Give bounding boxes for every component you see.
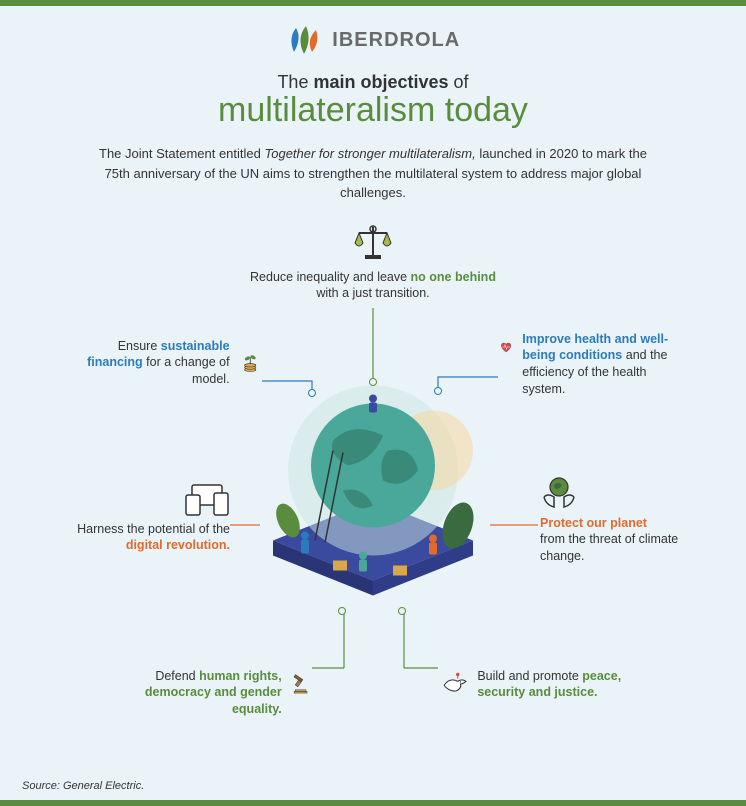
title-big: multilateralism today xyxy=(0,91,746,130)
intro-text: The Joint Statement entitled Together fo… xyxy=(93,144,653,203)
bottom-bar xyxy=(0,800,746,806)
dot xyxy=(369,378,377,386)
text: Reduce inequality and leave xyxy=(250,270,411,284)
connector-digital xyxy=(230,523,260,527)
heart-icon xyxy=(500,331,512,363)
title-small: The main objectives of xyxy=(0,72,746,93)
connector-health xyxy=(418,373,498,393)
text: Ensure xyxy=(118,339,161,353)
text2: for a change of model. xyxy=(143,355,230,386)
title-block: The main objectives of multilateralism t… xyxy=(0,72,746,130)
objective-digital: Harness the potential of the digital rev… xyxy=(50,483,230,555)
title-pre: The xyxy=(277,72,313,92)
globe-illustration xyxy=(233,360,513,605)
hands-globe-icon xyxy=(540,473,578,511)
hl: Protect our planet xyxy=(540,516,647,530)
dot xyxy=(398,607,406,615)
title-post: of xyxy=(449,72,469,92)
diagram: Reduce inequality and leave no one behin… xyxy=(0,213,746,753)
dot xyxy=(308,389,316,397)
objective-financing: Ensure sustainable financing for a chang… xyxy=(60,338,260,389)
connector-top xyxy=(371,308,375,383)
text2: with a just transition. xyxy=(316,286,429,300)
text: Build and promote xyxy=(477,669,582,683)
coins-plant-icon xyxy=(240,345,260,381)
objective-health: Improve health and well-being conditions… xyxy=(500,331,690,399)
objective-rights: Defend human rights, democracy and gende… xyxy=(110,668,310,719)
objective-inequality: Reduce inequality and leave no one behin… xyxy=(223,223,523,303)
dot xyxy=(338,607,346,615)
text: Harness the potential of the xyxy=(77,522,230,536)
hl: no one behind xyxy=(411,270,496,284)
gavel-icon xyxy=(292,668,310,702)
devices-icon xyxy=(184,483,230,517)
connector-peace-h xyxy=(404,666,438,670)
source-text: Source: General Electric. xyxy=(22,780,144,792)
dot xyxy=(434,387,442,395)
objective-planet: Protect our planet from the threat of cl… xyxy=(540,473,710,566)
connector-planet xyxy=(490,523,538,527)
logo-row: IBERDROLA xyxy=(0,6,746,66)
text: from the threat of climate change. xyxy=(540,532,678,563)
title-bold: main objectives xyxy=(313,72,448,92)
hl: digital revolution. xyxy=(126,538,230,552)
connector-rights-v xyxy=(342,613,346,668)
brand-name: IBERDROLA xyxy=(332,29,460,51)
intro-em: Together for stronger multilateralism, xyxy=(264,146,475,161)
iberdrola-leaf-icon xyxy=(286,24,322,56)
scales-icon xyxy=(351,223,395,263)
text: Defend xyxy=(155,669,199,683)
connector-peace-v xyxy=(402,613,406,668)
intro-pre: The Joint Statement entitled xyxy=(99,146,264,161)
connector-financing xyxy=(262,375,332,395)
objective-peace: Build and promote peace, security and ju… xyxy=(440,668,660,702)
dove-icon xyxy=(440,668,467,700)
connector-rights-h xyxy=(312,666,344,670)
